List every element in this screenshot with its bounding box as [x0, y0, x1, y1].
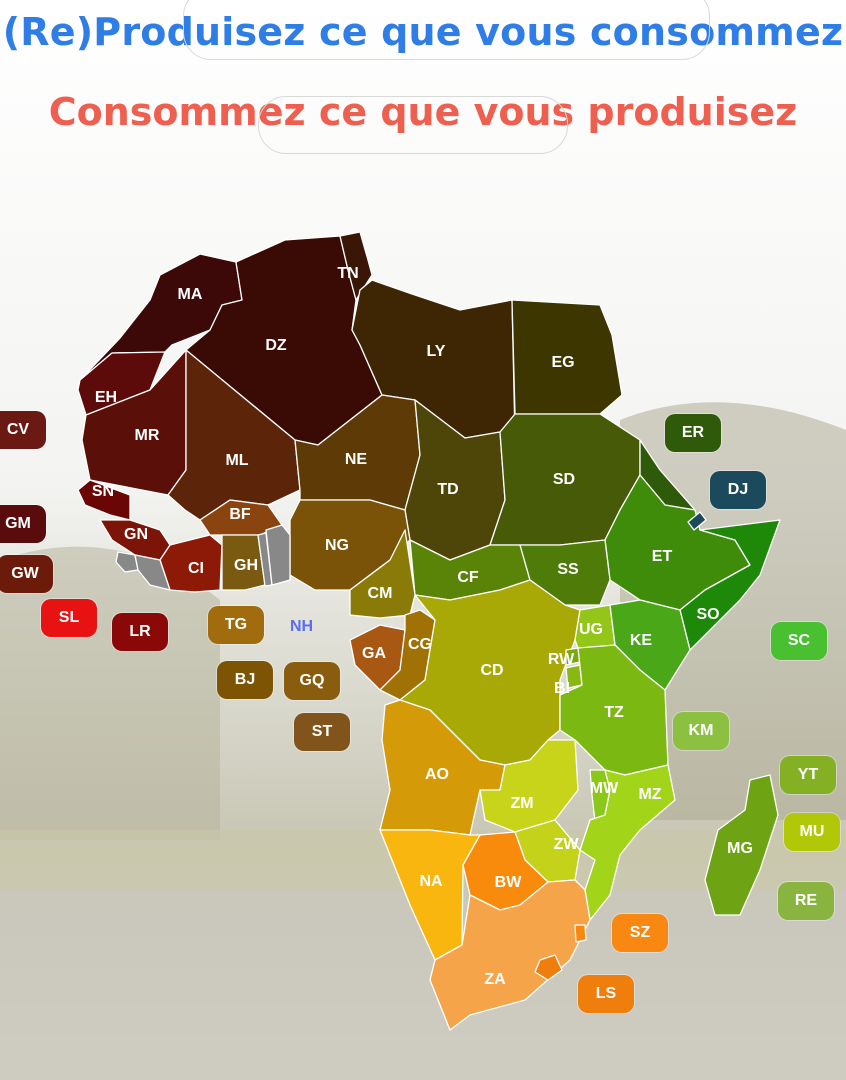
- country-ZA: [429, 879, 591, 1031]
- country-label-DZ: DZ: [265, 337, 287, 354]
- country-label-EH: EH: [95, 389, 117, 406]
- country-GH: [221, 534, 266, 591]
- country-label-ET: ET: [652, 548, 673, 565]
- country-chip-LS: LS: [578, 975, 634, 1013]
- country-chip-BJ: BJ: [217, 661, 273, 699]
- country-chip-SL: SL: [41, 599, 97, 637]
- country-label-ML: ML: [225, 452, 248, 469]
- country-chip-KM: KM: [673, 712, 729, 750]
- country-label-SN: SN: [92, 483, 114, 500]
- country-label-SS: SS: [557, 561, 579, 578]
- country-label-MG: MG: [727, 840, 753, 857]
- country-LS: [534, 954, 563, 981]
- nh-label: NH: [290, 618, 314, 635]
- country-label-ZA: ZA: [484, 971, 506, 988]
- country-LR: [134, 554, 171, 591]
- country-chip-LR: LR: [112, 613, 168, 651]
- country-MG: [704, 774, 779, 916]
- decorative-outline-bottom: [258, 96, 568, 154]
- country-chip-GM: GM: [0, 505, 46, 543]
- country-label-UG: UG: [579, 621, 603, 638]
- country-label-EG: EG: [551, 354, 574, 371]
- country-label-TD: TD: [437, 481, 458, 498]
- country-label-NA: NA: [419, 873, 443, 890]
- country-label-GA: GA: [362, 645, 386, 662]
- country-label-CM: CM: [368, 585, 393, 602]
- country-BJ: [265, 524, 291, 586]
- country-label-ZW: ZW: [554, 836, 580, 853]
- country-label-SO: SO: [696, 606, 719, 623]
- country-chip-ER: ER: [665, 414, 721, 452]
- country-label-CD: CD: [480, 662, 503, 679]
- country-label-RW: RW: [548, 651, 575, 668]
- decorative-outline-top: [183, 0, 710, 60]
- country-label-GN: GN: [124, 526, 148, 543]
- country-DJ: [687, 511, 707, 531]
- country-label-NG: NG: [325, 537, 349, 554]
- country-chip-SZ: SZ: [612, 914, 668, 952]
- country-chip-ST: ST: [294, 713, 350, 751]
- country-label-GH: GH: [234, 557, 258, 574]
- country-chip-TG: TG: [208, 606, 264, 644]
- country-label-MW: MW: [590, 780, 619, 797]
- country-label-MR: MR: [135, 427, 160, 444]
- country-label-NE: NE: [345, 451, 368, 468]
- country-label-LY: LY: [427, 343, 446, 360]
- country-chip-RE: RE: [778, 882, 834, 920]
- country-SL: [115, 551, 139, 573]
- country-label-KE: KE: [630, 632, 653, 649]
- country-label-TZ: TZ: [604, 704, 624, 721]
- country-chip-GW: GW: [0, 555, 53, 593]
- country-label-BI: BI: [554, 680, 570, 697]
- country-label-BF: BF: [229, 506, 251, 523]
- country-chip-MU: MU: [784, 813, 840, 851]
- country-label-ZM: ZM: [510, 795, 533, 812]
- page-subtitle: Consommez ce que vous produisez: [48, 90, 798, 134]
- country-chip-GQ: GQ: [284, 662, 340, 700]
- country-chip-DJ: DJ: [710, 471, 766, 509]
- country-label-SD: SD: [553, 471, 575, 488]
- country-CM: [349, 529, 416, 619]
- country-label-AO: AO: [425, 766, 449, 783]
- country-label-MZ: MZ: [638, 786, 661, 803]
- country-label-MA: MA: [178, 286, 203, 303]
- country-chip-SC: SC: [771, 622, 827, 660]
- country-chip-YT: YT: [780, 756, 836, 794]
- country-TN: [339, 231, 373, 301]
- country-label-BW: BW: [495, 874, 523, 891]
- country-label-TN: TN: [337, 265, 358, 282]
- country-labels: MA DZ TN LY EG EH MR ML NE TD SD SN GN BF NG CI GH ET SO CF…: [92, 265, 753, 988]
- country-SZ: [574, 924, 587, 943]
- country-label-CF: CF: [457, 569, 479, 586]
- country-chip-CV: CV: [0, 411, 46, 449]
- country-label-CG: CG: [408, 636, 432, 653]
- country-label-CI: CI: [188, 560, 204, 577]
